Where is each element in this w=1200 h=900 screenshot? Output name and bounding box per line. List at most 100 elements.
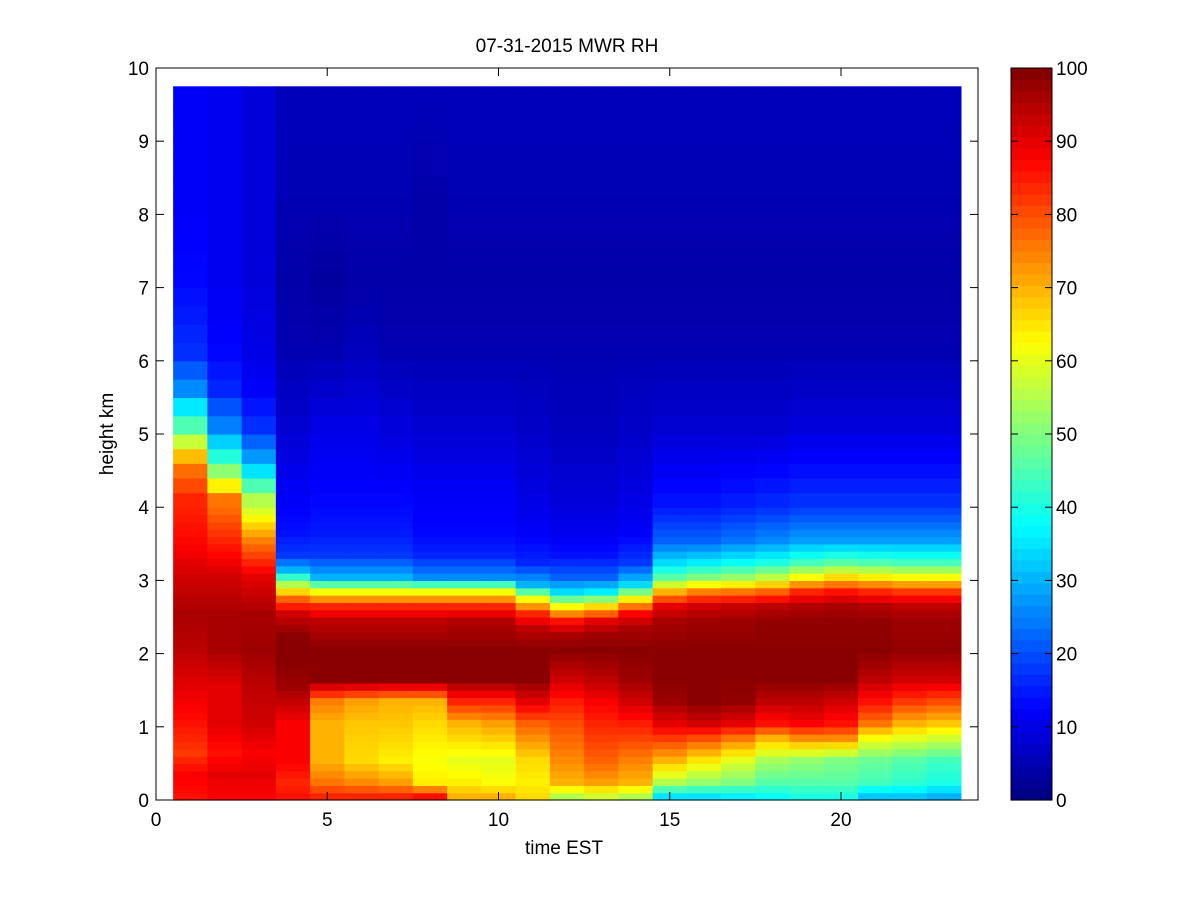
heatmap-cell <box>618 712 654 721</box>
heatmap-cell <box>173 580 208 589</box>
heatmap-cell <box>275 251 311 270</box>
heatmap-cell <box>926 719 962 728</box>
heatmap-cell <box>173 792 208 801</box>
heatmap-cell <box>652 624 688 633</box>
heatmap-cell <box>926 748 962 757</box>
heatmap-cell <box>549 778 585 786</box>
heatmap-cell <box>686 196 722 215</box>
heatmap-cell <box>481 305 517 325</box>
heatmap-cell <box>241 697 277 706</box>
heatmap-cell <box>447 529 482 538</box>
heatmap-cell <box>275 305 311 325</box>
heatmap-cell <box>721 251 756 270</box>
heatmap-cell <box>207 122 243 142</box>
heatmap-cell <box>858 529 893 538</box>
heatmap-cell <box>173 682 208 691</box>
heatmap-cell <box>515 514 551 523</box>
heatmap-cell <box>344 756 380 764</box>
heatmap-cell <box>755 653 791 662</box>
heatmap-cell <box>789 104 825 124</box>
heatmap-cell <box>481 196 517 215</box>
heatmap-cell <box>618 543 654 552</box>
colorbar-swatch <box>1011 582 1052 595</box>
heatmap-cell <box>721 682 756 691</box>
heatmap-cell <box>241 734 277 743</box>
heatmap-cell <box>481 324 517 344</box>
heatmap-cell <box>207 690 243 699</box>
heatmap-cell <box>481 251 517 270</box>
heatmap-cell <box>549 565 585 574</box>
colorbar-swatch <box>1011 102 1052 115</box>
heatmap-cell <box>789 668 825 677</box>
heatmap-cell <box>447 434 482 450</box>
heatmap-cell <box>207 397 243 417</box>
colorbar-swatch <box>1011 571 1052 584</box>
heatmap-cell <box>173 104 208 124</box>
heatmap-cell <box>584 682 619 691</box>
heatmap-cell <box>481 514 517 523</box>
heatmap-cell <box>789 342 825 362</box>
heatmap-cell <box>549 712 585 721</box>
heatmap-cell <box>618 214 654 234</box>
heatmap-cell <box>892 536 928 545</box>
heatmap-cell <box>241 595 277 603</box>
heatmap-cell <box>378 324 414 344</box>
heatmap-cell <box>858 697 893 706</box>
heatmap-cell <box>892 682 928 691</box>
heatmap-cell <box>447 305 482 325</box>
heatmap-cell <box>412 551 448 560</box>
heatmap-cell <box>721 232 756 252</box>
heatmap-cell <box>378 617 414 625</box>
heatmap-cell <box>892 660 928 669</box>
heatmap-cell <box>652 595 688 603</box>
heatmap-cell <box>755 507 791 516</box>
heatmap-cell <box>344 397 380 417</box>
heatmap-cell <box>378 514 414 523</box>
heatmap-cell <box>275 617 311 625</box>
heatmap-cell <box>926 631 962 640</box>
heatmap-cell <box>721 741 756 750</box>
heatmap-cell <box>310 595 345 603</box>
heatmap-cell <box>173 324 208 344</box>
heatmap-cell <box>412 778 448 786</box>
heatmap-cell <box>858 675 893 684</box>
heatmap-cell <box>344 712 380 721</box>
heatmap-cell <box>241 624 277 633</box>
heatmap-cell <box>241 342 277 362</box>
heatmap-cell <box>789 434 825 450</box>
heatmap-cell <box>721 756 756 764</box>
y-tick-label: 3 <box>138 571 149 592</box>
heatmap-cell <box>618 379 654 398</box>
heatmap-cell <box>721 448 756 464</box>
heatmap-cell <box>926 617 962 625</box>
heatmap-cell <box>823 415 859 435</box>
heatmap-cell <box>721 86 756 106</box>
colorbar-swatch <box>1011 308 1052 321</box>
heatmap-cell <box>378 551 414 560</box>
heatmap-cell <box>584 778 619 786</box>
heatmap-cell <box>447 712 482 721</box>
heatmap-cell <box>378 415 414 435</box>
heatmap-cell <box>618 521 654 530</box>
heatmap-cell <box>652 514 688 523</box>
heatmap-cell <box>549 360 585 380</box>
heatmap-cell <box>481 507 517 516</box>
heatmap-cell <box>618 682 654 691</box>
heatmap-cell <box>207 653 243 662</box>
heatmap-cell <box>584 668 619 677</box>
heatmap-cell <box>755 660 791 669</box>
heatmap-cell <box>652 324 688 344</box>
heatmap-cell <box>447 587 482 596</box>
heatmap-cell <box>721 638 756 647</box>
colorbar-swatch <box>1011 388 1052 401</box>
heatmap-cell <box>686 726 722 735</box>
heatmap-cell <box>926 507 962 516</box>
heatmap-cell <box>823 646 859 655</box>
colorbar-swatch <box>1011 468 1052 481</box>
heatmap-cell <box>378 756 414 764</box>
heatmap-cell <box>823 704 859 713</box>
heatmap-cell <box>275 463 311 479</box>
heatmap-cell <box>789 617 825 625</box>
heatmap-cell <box>549 521 585 530</box>
heatmap-cell <box>584 141 619 161</box>
